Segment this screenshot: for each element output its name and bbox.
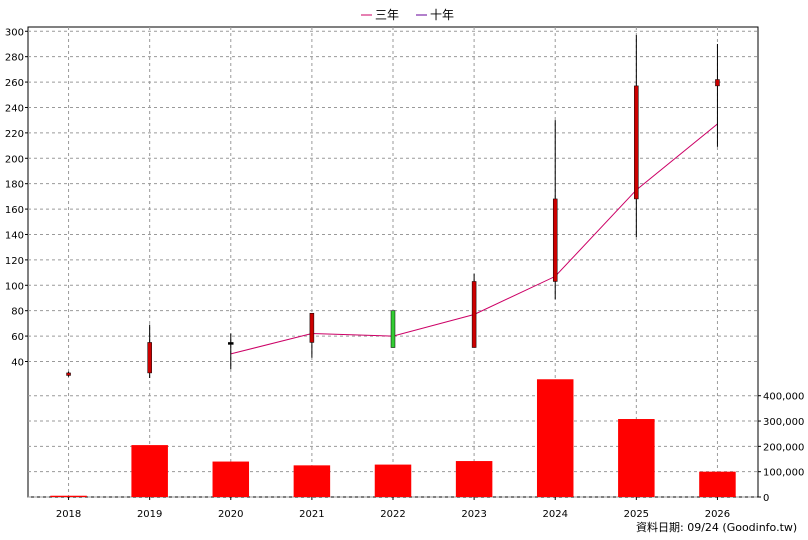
legend-label-0: 三年 (375, 8, 399, 22)
price-panel: 40 60 80 100 120 140 160 180 200 220 240 260 280 300 (5, 26, 759, 498)
candle-body (552, 198, 558, 282)
x-tick-label: 2023 (461, 509, 486, 520)
price-tick-label: 40 (11, 357, 24, 368)
price-tick-label: 80 (11, 307, 24, 318)
volume-bar (455, 461, 493, 497)
x-tick-label: 2019 (137, 509, 162, 520)
price-tick-label: 100 (5, 281, 24, 292)
price-tick-label: 120 (5, 256, 24, 267)
volume-panel: 0 100,000 200,000 300,000 400,000 (28, 379, 804, 504)
volume-tick-label: 0 (763, 493, 769, 504)
candle-body (309, 312, 315, 343)
volume-tick-label: 100,000 (763, 468, 804, 479)
price-tick-label: 200 (5, 154, 24, 165)
x-tick-label: 2021 (299, 509, 324, 520)
price-tick-label: 140 (5, 230, 24, 241)
volume-bar (374, 464, 412, 497)
candle-body (471, 281, 477, 348)
x-tick-label: 2025 (624, 509, 649, 520)
price-tick-label: 260 (5, 78, 24, 89)
volume-bar (50, 495, 87, 497)
x-tick-label: 2026 (705, 509, 730, 520)
price-tick-label: 160 (5, 205, 24, 216)
price-tick-label: 180 (5, 180, 24, 191)
legend: 三年 十年 (361, 8, 454, 22)
x-tick-label: 2022 (380, 509, 405, 520)
price-tick-label: 280 (5, 53, 24, 64)
candle-body (715, 79, 720, 87)
volume-tick-label: 300,000 (763, 417, 804, 428)
x-tick-label: 2024 (542, 509, 567, 520)
candle-body (147, 342, 152, 374)
price-tick-label: 300 (5, 27, 24, 38)
price-tick-label: 220 (5, 129, 24, 140)
volume-bar (293, 465, 331, 497)
volume-bar (212, 461, 250, 497)
price-tick-label: 240 (5, 103, 24, 114)
price-tick-label: 60 (11, 332, 24, 343)
x-axis: 2018 2019 2020 2021 2022 2023 2024 2025 2026 (56, 497, 730, 520)
candle-body (66, 372, 71, 376)
volume-bar (618, 419, 655, 497)
volume-bar (699, 471, 736, 497)
candle-body (634, 85, 639, 200)
candle-body (228, 342, 234, 345)
data-date-footer: 資料日期: 09/24 (Goodinfo.tw) (636, 521, 798, 534)
candle-body (390, 310, 396, 348)
x-tick-label: 2018 (56, 509, 81, 520)
volume-bar (131, 445, 168, 497)
volume-tick-label: 200,000 (763, 442, 804, 453)
volume-bar (536, 379, 574, 497)
volume-tick-label: 400,000 (763, 392, 804, 403)
x-tick-label: 2020 (218, 509, 243, 520)
legend-label-1: 十年 (430, 8, 454, 22)
